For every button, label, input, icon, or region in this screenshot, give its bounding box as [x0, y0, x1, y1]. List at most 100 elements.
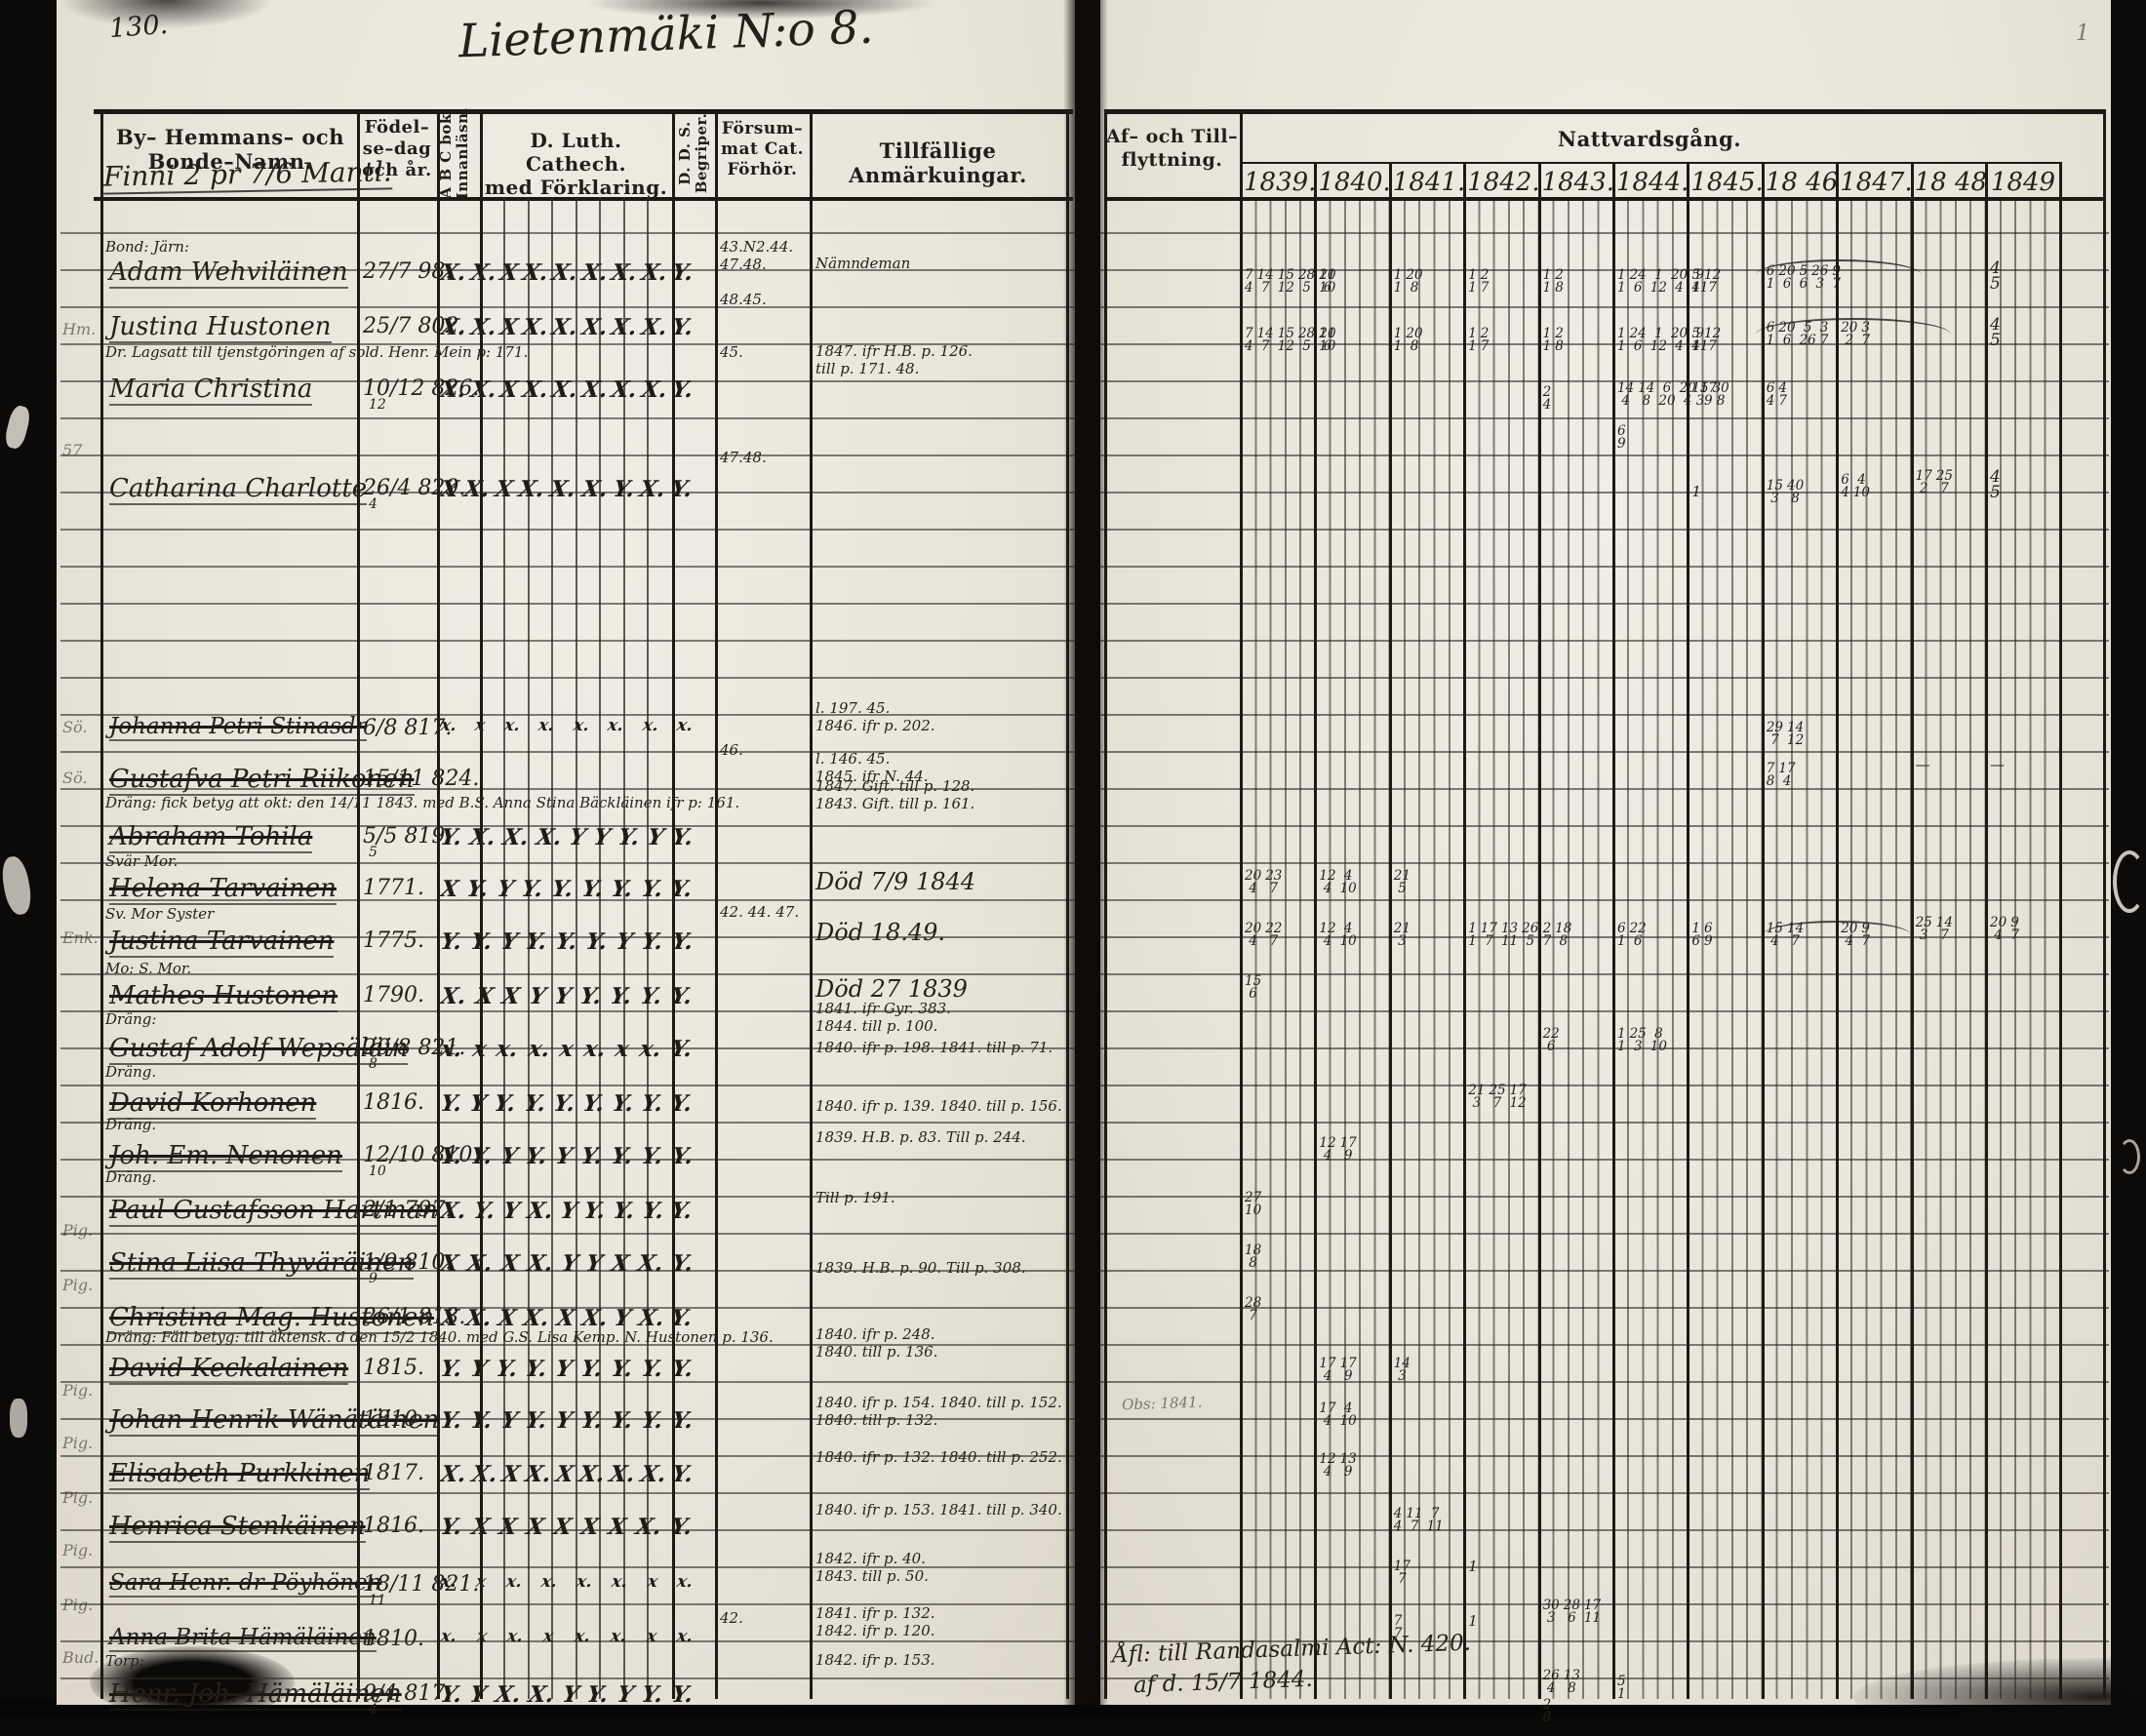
communion-date-cell: 17 2 25 7 — [1915, 468, 1953, 496]
remark: Nämndeman — [815, 255, 911, 272]
person-name: Catharina Charlotte — [109, 474, 368, 505]
reading-marks: X X. X X. Y Y X X. Y. — [438, 1250, 695, 1277]
remark: 1846. ifr p. 202. — [815, 717, 935, 734]
person-name: Adam Wehviläinen — [109, 257, 348, 289]
communion-date-cell: 20 6 — [1319, 326, 1336, 354]
person-name: Anna Brita Hämäläinen — [109, 1625, 377, 1652]
corner-mark: 1 — [2076, 21, 2089, 46]
missed-exam-years: 43.N2.44. — [720, 238, 794, 256]
communion-date-cell: 5 4 12 7 — [1691, 267, 1722, 296]
relation-note: Sv. Mor Syster — [105, 905, 215, 923]
person-name: Gustaf Adolf Wepsäläin — [109, 1034, 409, 1065]
grid-line — [1463, 162, 1467, 1699]
grid-line — [1104, 109, 2105, 114]
remark: 1839. H.B. p. 83. Till p. 244. — [815, 1128, 1026, 1146]
relation-note: Dräng: Fäll betyg: till äktensk. d den 1… — [105, 1328, 774, 1346]
person-name: Stina Liisa Thyväräinen — [109, 1248, 415, 1280]
remark: 1842. ifr p. 120. — [815, 1622, 935, 1639]
communion-date-cell: 12 4 4 10 — [1319, 921, 1357, 949]
remark: 1839. H.B. p. 90. Till p. 308. — [815, 1259, 1026, 1277]
margin-abbrev: Pig. — [62, 1276, 94, 1294]
birth-date-denominator: 12 — [369, 397, 386, 413]
year-label: 1842. — [1467, 168, 1540, 197]
birth-date-denominator: 8 — [369, 1056, 378, 1072]
birth-date: 1771. — [363, 876, 424, 900]
margin-abbrev: 57 — [62, 441, 83, 459]
communion-date-cell: 20 4 22 7 — [1245, 921, 1283, 949]
communion-date-cell: 26 4 13 8 — [1542, 1668, 1580, 1696]
communion-date-cell: 1 1 17 7 13 11 26 5 — [1468, 921, 1539, 949]
margin-abbrev: Pig. — [62, 1596, 94, 1614]
missed-exam-years: 48.45. — [720, 291, 767, 308]
reading-marks: Y. Y. Y Y. Y Y. Y. Y. Y. — [438, 1143, 695, 1169]
communion-date-cell: 17 4 4 10 — [1319, 1401, 1357, 1429]
birth-date: 5/5 819. 5 — [363, 824, 453, 860]
year-label: 1847. — [1840, 168, 1913, 197]
reading-marks: x. x x. x x. x. x x. — [439, 1627, 695, 1646]
person-name: Elisabeth Purkkinen — [109, 1459, 371, 1490]
person-name: Gustafva Petri Riikonen — [109, 765, 415, 796]
remark: Död 27 1839 — [815, 975, 968, 1003]
missed-exam-years: 47.48. — [720, 256, 767, 273]
grid-line — [599, 197, 601, 1699]
person-name: Justina Hustonen — [109, 312, 332, 343]
missed-exam-years: 46. — [720, 741, 743, 759]
remark: 1840. ifr p. 248. — [815, 1325, 935, 1343]
birth-date-denominator: 11 — [369, 1593, 386, 1608]
margin-abbrev: Pig. — [62, 1488, 94, 1507]
communion-date-cell: 7 4 14 7 15 12 28 5 11 10 — [1245, 326, 1336, 354]
communion-date-cell: 15 3 30 8 — [1691, 380, 1729, 409]
communion-date-cell: 12 4 13 9 — [1319, 1451, 1357, 1480]
year-label: 1849 — [1990, 168, 2056, 197]
remark: Död 7/9 1844 — [815, 868, 976, 895]
communion-date-cell: 17 7 — [1393, 1558, 1411, 1587]
remark: 1847. Gift. till p. 128. — [815, 777, 975, 795]
communion-date-cell: 18 8 — [1245, 1243, 1262, 1271]
person-name: Johan Henrik Wänätäinen — [109, 1405, 440, 1437]
remark: 1840. till p. 132. — [815, 1411, 938, 1429]
communion-date-cell: 30 3 28 6 17 11 — [1542, 1598, 1602, 1626]
remark: l. 197. 45. — [815, 699, 891, 717]
reading-marks: X. X. X X. X X. X. X. Y. — [438, 1461, 695, 1487]
communion-date-cell: 20 6 — [1319, 267, 1336, 296]
grid-line — [1240, 162, 2059, 165]
margin-abbrev: Enk. — [62, 928, 99, 947]
communion-date-cell: 15 6 — [1245, 973, 1262, 1002]
birth-date: 26/1 813. — [363, 1305, 466, 1329]
grid-line — [1104, 197, 2105, 201]
remark: 1840. ifr p. 198. 1841. till p. 71. — [815, 1039, 1053, 1056]
communion-date-cell: 1 — [1468, 1612, 1478, 1630]
birth-date: 1775. — [363, 928, 424, 953]
birth-date: 2/1 797. — [363, 1198, 453, 1222]
missed-exam-years: 42. 44. 47. — [720, 903, 800, 921]
reading-marks: Y. Y Y. Y. Y Y. Y. Y. Y. — [438, 1356, 695, 1382]
relation-note: Svär Mor. — [105, 852, 179, 870]
grid-line — [100, 109, 104, 1699]
person-name: Christina Mag. Hustonen — [109, 1303, 435, 1334]
year-label: 18 46 — [1765, 168, 1839, 197]
relation-note: Dräng: — [105, 1010, 157, 1028]
grid-line — [1388, 162, 1392, 1699]
remark: Död 18.49. — [815, 919, 946, 946]
col-header-moving: Af– och Till– flyttning. — [1105, 126, 1239, 171]
communion-date-cell: 6 1 20 6 5 26 3 7 — [1766, 320, 1829, 348]
relation-note: Torp: — [105, 1652, 144, 1670]
col-header-names: By– Hemmans– och Bonde–Namn. — [116, 125, 344, 174]
remark: 1845. ifr N. 44. — [815, 768, 929, 785]
relation-note: Dräng: fick betyg att okt: den 14/11 184… — [105, 794, 740, 811]
communion-date-cell: 22 6 — [1542, 1026, 1560, 1054]
birth-date-denominator: 5 — [369, 845, 378, 860]
reading-marks: Y. Y. Y Y. Y Y. Y. Y. Y. — [438, 1407, 695, 1434]
birth-date: 6/8 817. — [363, 716, 453, 740]
remark: 1847. ifr H.B. p. 126. — [815, 342, 973, 360]
birth-date-denominator: 10 — [369, 1164, 386, 1179]
communion-date-cell: 20 4 9 7 — [1990, 915, 2019, 943]
communion-date-cell: 20 2 3 7 — [1841, 320, 1870, 348]
year-label: 1839. — [1244, 168, 1317, 197]
